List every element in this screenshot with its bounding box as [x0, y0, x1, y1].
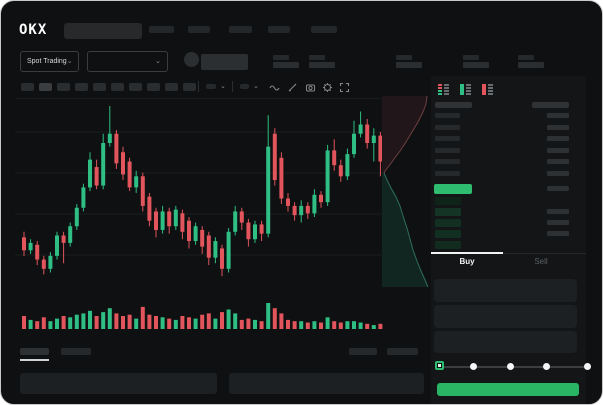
interval-button-6[interactable] — [111, 83, 124, 91]
bottom-panel-right — [229, 373, 424, 394]
market-type-selector[interactable]: Spot Trading ⌄ — [20, 51, 79, 72]
chevron-down-icon: ⌄ — [66, 58, 73, 65]
ask-amount-6 — [547, 170, 569, 176]
bid-price-1[interactable] — [435, 197, 461, 205]
wave-icon[interactable] — [269, 82, 280, 93]
ask-amount-4 — [547, 147, 569, 153]
expand-icon[interactable] — [339, 82, 350, 93]
tab-buy[interactable]: Buy — [459, 257, 475, 266]
ask-price-6[interactable] — [435, 170, 460, 176]
bid-price-5[interactable] — [435, 241, 461, 249]
ask-amount-3 — [547, 136, 569, 141]
bid-price-4[interactable] — [435, 230, 461, 238]
nav-item-1[interactable] — [149, 26, 174, 33]
stat-label-3 — [396, 55, 412, 60]
slider-stop-3[interactable] — [507, 363, 514, 370]
bottom-panel-left — [20, 373, 217, 394]
last-price-highlight[interactable] — [434, 184, 472, 194]
pencil-icon[interactable] — [287, 82, 298, 93]
slider-stop-5[interactable] — [584, 363, 591, 370]
bottom-tab-1[interactable] — [20, 348, 49, 355]
stat-value-5 — [518, 62, 544, 68]
bid-amount-3 — [547, 220, 569, 225]
bid-price-2[interactable] — [435, 208, 461, 216]
search-input[interactable] — [64, 23, 142, 39]
tabs-divider — [431, 253, 586, 254]
chart-type-dropdown[interactable] — [240, 84, 249, 89]
stat-value-4 — [463, 62, 489, 68]
price-input[interactable] — [434, 279, 577, 302]
ask-price-5[interactable] — [435, 159, 460, 164]
interval-button-1[interactable] — [21, 83, 34, 91]
book-combined-icon[interactable] — [437, 83, 450, 96]
orderbook-panel: Buy Sell — [431, 76, 591, 404]
bid-price-3[interactable] — [435, 219, 461, 227]
market-type-label: Spot Trading — [27, 58, 67, 65]
bottom-tab-2[interactable] — [61, 348, 91, 355]
stat-label-2 — [309, 55, 325, 60]
depth-chart — [382, 96, 429, 288]
ask-price-3[interactable] — [435, 136, 460, 141]
book-asks-icon[interactable] — [481, 83, 494, 96]
last-price-amount — [547, 186, 569, 191]
camera-icon[interactable] — [305, 82, 316, 93]
stat-value-1 — [273, 62, 299, 68]
pair-name-placeholder — [201, 54, 248, 70]
ask-price-2[interactable] — [435, 124, 460, 130]
ask-amount-2 — [547, 124, 569, 130]
chevron-down-icon[interactable]: ⌄ — [253, 83, 259, 90]
nav-item-4[interactable] — [268, 26, 290, 33]
slider-stop-2[interactable] — [470, 363, 477, 370]
bottom-control-2[interactable] — [387, 348, 418, 355]
interval-button-4[interactable] — [75, 83, 88, 91]
interval-button-5[interactable] — [93, 83, 106, 91]
ask-amount-5 — [547, 159, 569, 164]
stat-value-2 — [309, 62, 335, 68]
interval-button-7[interactable] — [129, 83, 142, 91]
slider-stop-4[interactable] — [543, 363, 550, 370]
stat-label-5 — [518, 55, 534, 60]
interval-button-9[interactable] — [165, 83, 178, 91]
stat-label-4 — [463, 55, 479, 60]
buy-submit-button[interactable] — [437, 383, 579, 396]
interval-button-8[interactable] — [147, 83, 160, 91]
interval-button-2[interactable] — [39, 83, 52, 91]
okx-logo[interactable]: OKX — [19, 22, 48, 38]
tab-sell[interactable]: Sell — [534, 257, 548, 266]
toolbar-divider — [232, 81, 233, 92]
orderbook-header-amount — [532, 102, 569, 108]
gear-icon[interactable] — [322, 82, 333, 93]
nav-item-2[interactable] — [188, 26, 210, 33]
stat-value-3 — [396, 62, 422, 68]
slider-handle[interactable] — [435, 361, 444, 370]
bottom-tab-active-indicator — [20, 359, 49, 361]
book-bids-icon[interactable] — [459, 83, 472, 96]
ask-price-4[interactable] — [435, 147, 460, 153]
buy-tab-indicator — [431, 252, 503, 254]
amount-input[interactable] — [434, 305, 577, 328]
interval-button-3[interactable] — [57, 83, 70, 91]
coin-icon — [184, 52, 199, 67]
stat-label-1 — [273, 55, 289, 60]
orderbook-header-price — [435, 102, 472, 108]
bottom-control-1[interactable] — [349, 348, 377, 355]
bid-amount-4 — [547, 231, 569, 236]
chevron-down-icon: ⌄ — [155, 58, 161, 65]
interval-button-10[interactable] — [183, 83, 196, 91]
ask-amount-1 — [547, 113, 569, 118]
ask-price-1[interactable] — [435, 113, 460, 118]
nav-item-3[interactable] — [229, 26, 252, 33]
toolbar-divider — [198, 81, 199, 92]
chevron-down-icon[interactable]: ⌄ — [220, 83, 226, 90]
pair-selector[interactable]: ⌄ — [87, 51, 168, 72]
total-input[interactable] — [434, 331, 577, 353]
nav-item-5[interactable] — [311, 26, 337, 33]
indicator-dropdown[interactable] — [206, 84, 216, 89]
bid-amount-2 — [547, 209, 569, 214]
toolbar-separator — [15, 98, 428, 99]
candlestick-chart[interactable] — [15, 99, 383, 331]
